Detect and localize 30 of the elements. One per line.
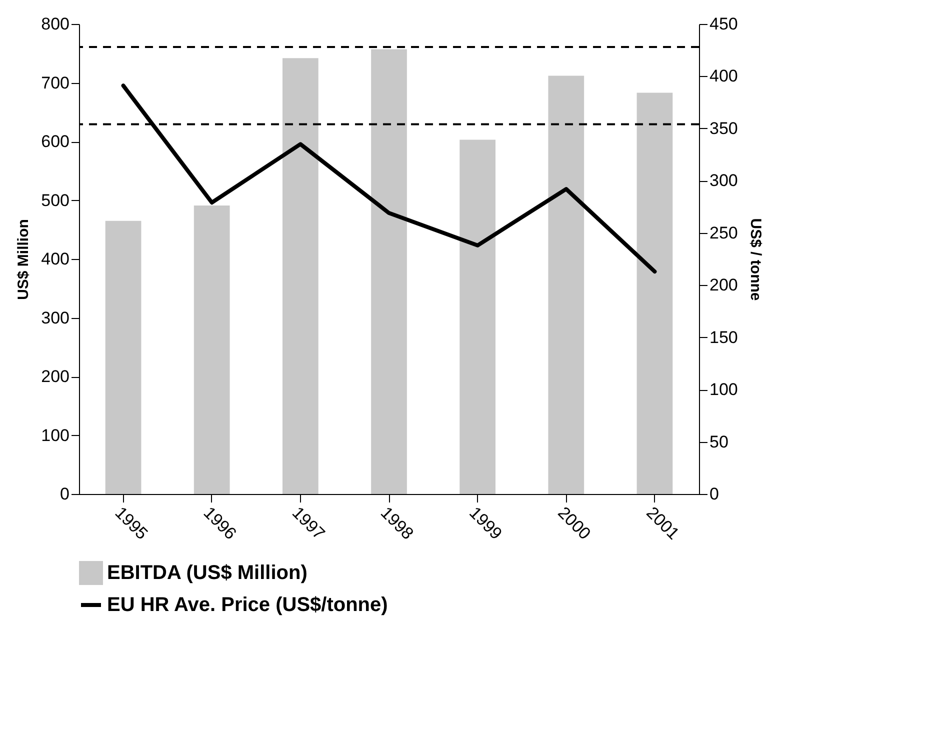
y-tick-label: 200 [41,367,70,386]
y-tick-label: 500 [41,190,70,210]
y-tick-label: 0 [60,484,70,504]
y-tick-label: 300 [41,308,70,328]
bar [548,76,584,494]
y2-tick-label: 300 [710,171,738,190]
y2-tick-label: 0 [710,484,719,504]
y2-axis-title: US$ / tonne [746,218,764,301]
bar [194,206,230,494]
bar [636,92,673,494]
y2-tick-label: 450 [710,14,738,34]
y-tick-label: 100 [41,426,70,445]
y2-tick-label: 250 [710,223,738,242]
bar [282,58,318,494]
y2-tick-label: 400 [710,66,738,86]
y-tick-label: 600 [41,132,70,151]
legend-label: EBITDA (US$ Million) [107,562,308,584]
y-tick-label: 800 [41,14,70,34]
y-tick-label: 700 [41,73,70,92]
legend-label: EU HR Ave. Price (US$/tonne) [107,594,388,616]
y2-tick-label: 100 [710,380,738,400]
bar [460,140,496,494]
bar [371,49,407,494]
y-tick-label: 400 [41,250,70,268]
y2-tick-label: 200 [710,276,738,295]
y2-tick-label: 150 [710,328,738,347]
y2-tick-label: 50 [710,432,728,452]
y2-tick-label: 350 [710,118,738,138]
bar [105,220,142,494]
y-axis-title: US$ Million [15,219,32,300]
